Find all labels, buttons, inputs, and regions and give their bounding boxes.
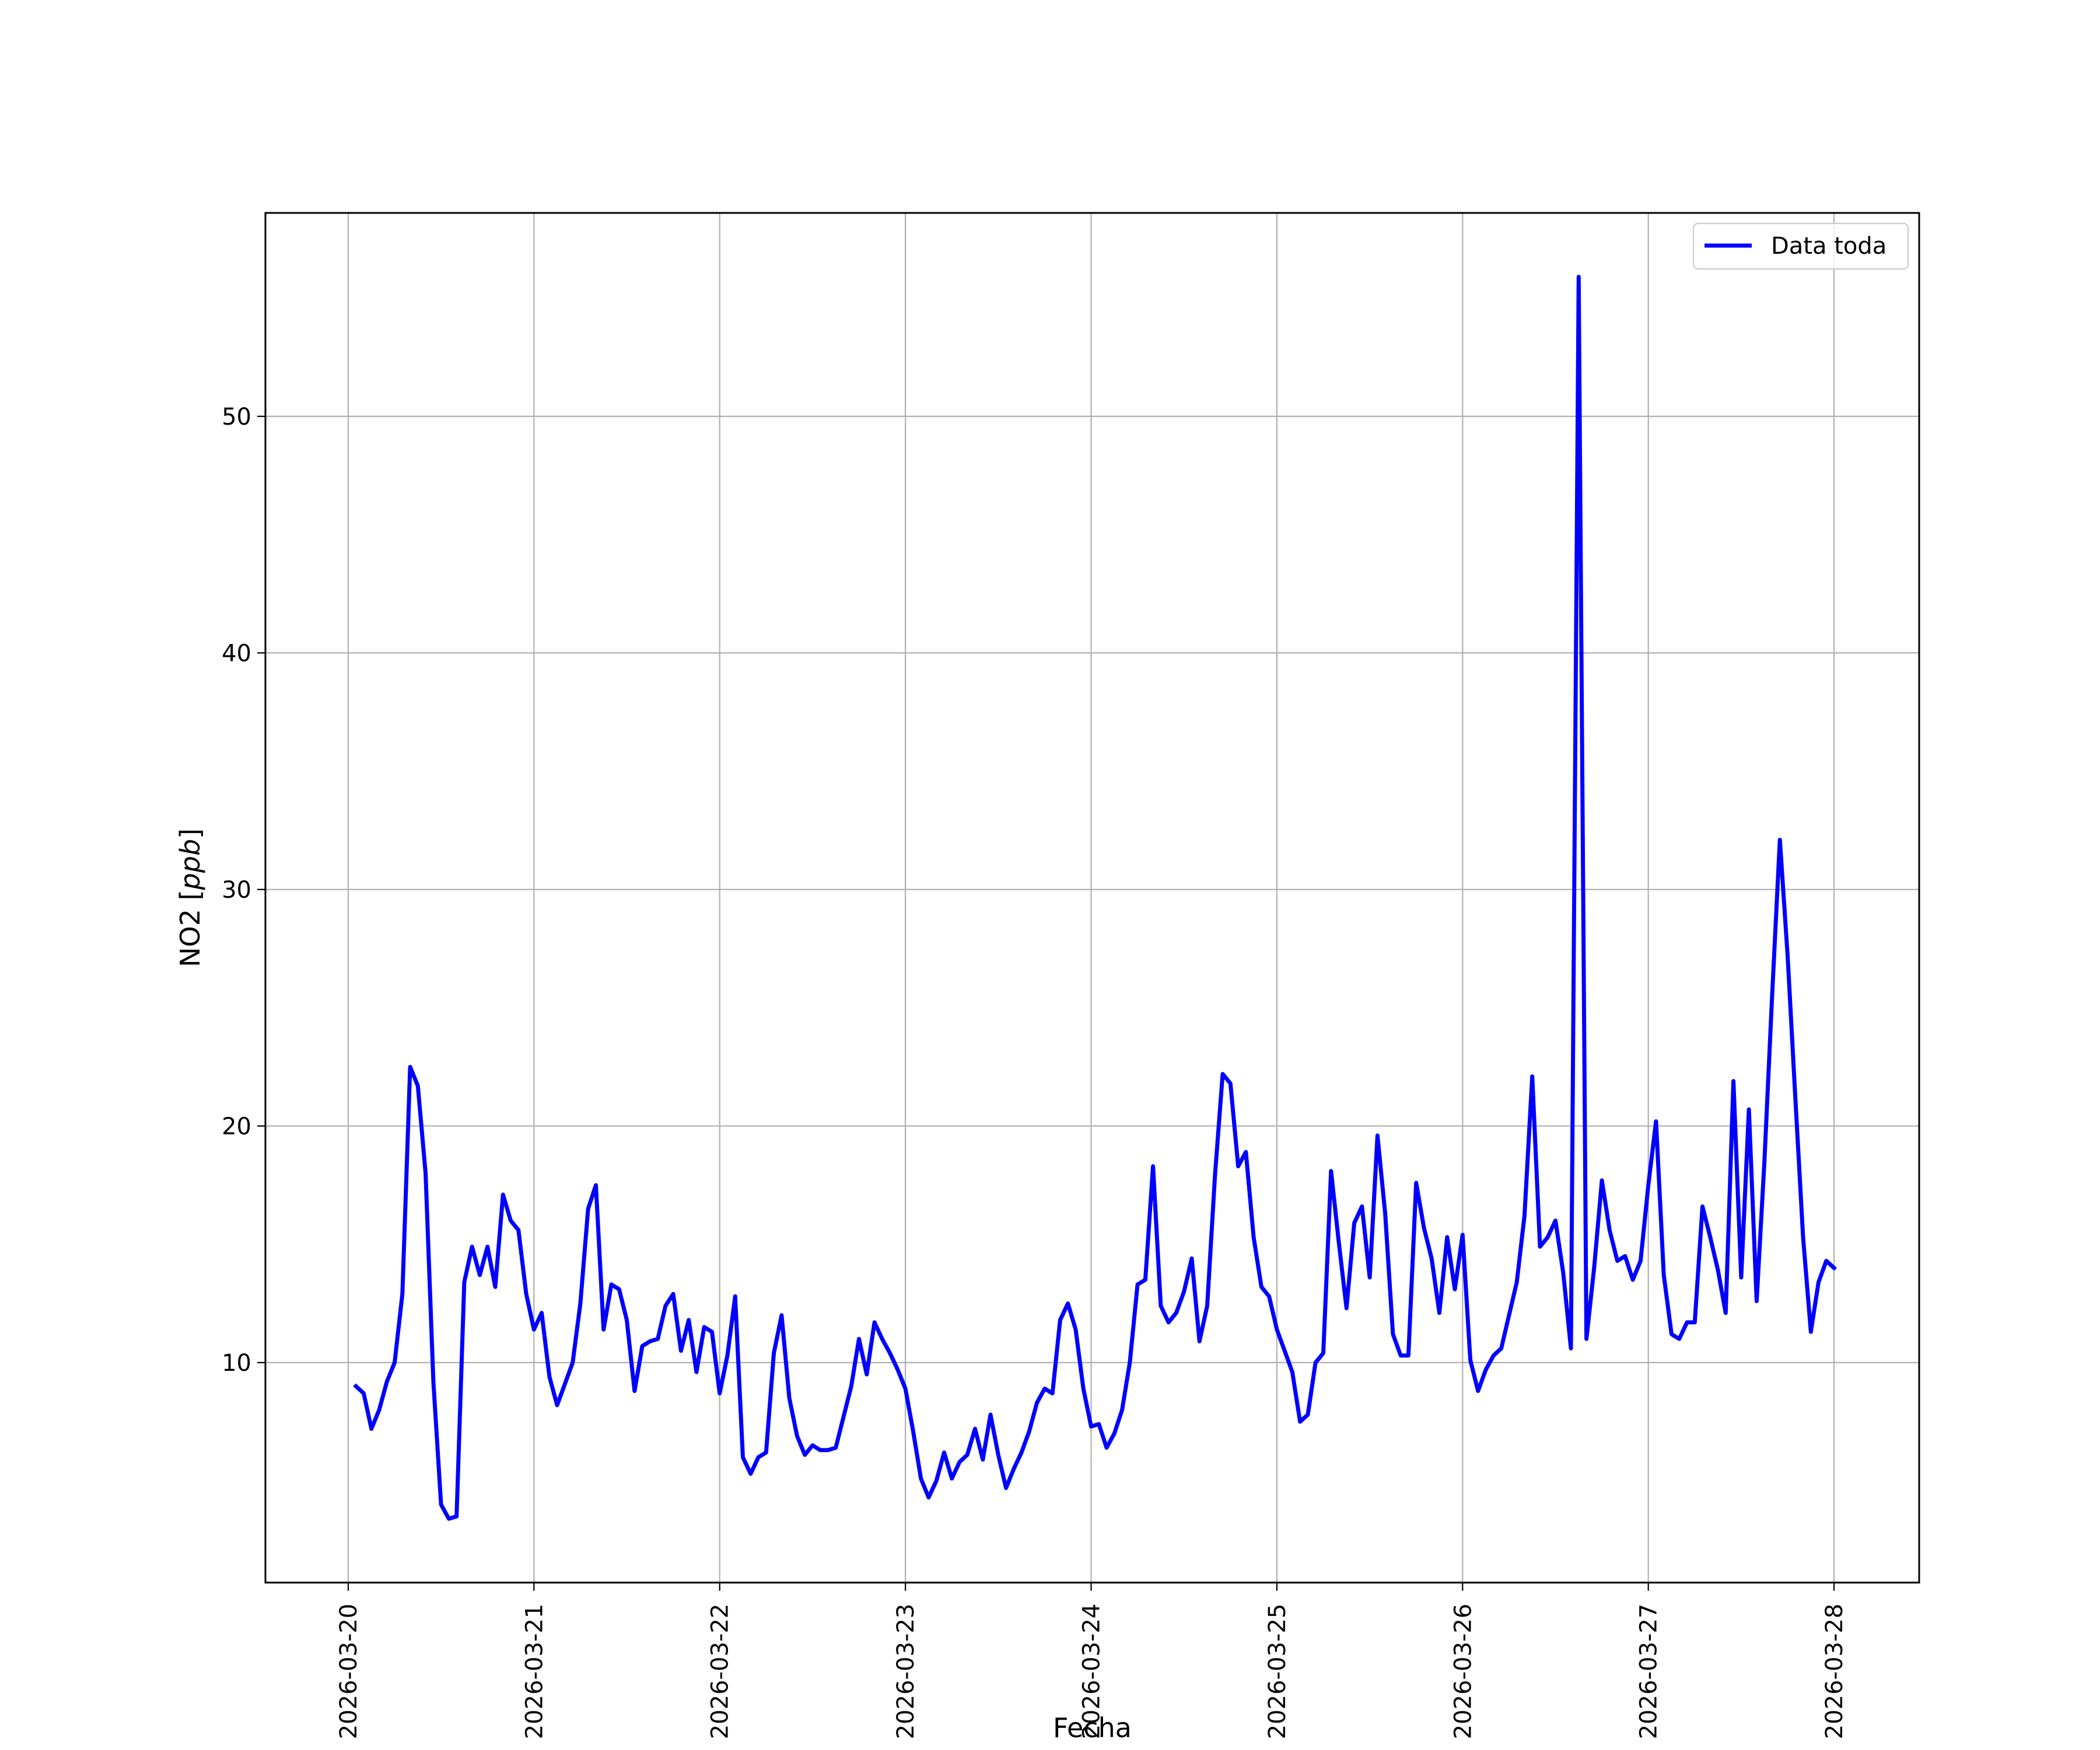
x-axis-label: Fecha [1053, 1712, 1132, 1744]
legend-label: Data toda [1771, 233, 1887, 260]
y-axis-label-prefix: NO2 [ [174, 890, 206, 967]
x-tick-label: 2026-03-27 [1636, 1604, 1662, 1739]
x-tick-label: 2026-03-21 [521, 1604, 548, 1739]
x-tick-label: 2026-03-26 [1450, 1604, 1476, 1739]
y-tick-label: 30 [222, 877, 251, 904]
y-axis-label-unit: ppb [174, 839, 206, 891]
y-tick-label: 50 [222, 404, 251, 430]
y-tick-label: 40 [222, 640, 251, 667]
x-tick-label: 2026-03-28 [1821, 1604, 1848, 1739]
x-tick-label: 2026-03-23 [892, 1604, 919, 1739]
x-tick-label: 2026-03-25 [1264, 1604, 1291, 1739]
ticks: 2026-03-20 2026-03-21 2026-03-22 2026-03-23… [222, 404, 1848, 1740]
x-tick-label: 2026-03-22 [707, 1604, 734, 1739]
x-tick-label: 2026-03-20 [335, 1604, 362, 1739]
legend-box [1692, 222, 1909, 270]
grid [265, 213, 1919, 1583]
legend: Data toda [1692, 222, 1909, 270]
series-layer [353, 275, 1838, 1521]
plot-frame [264, 212, 1920, 1584]
y-tick-label: 20 [222, 1113, 251, 1140]
y-tick-label: 10 [222, 1350, 251, 1377]
y-axis-label: NO2 [ppb] [174, 828, 206, 967]
x-tick-label: 2026-03-24 [1079, 1604, 1105, 1739]
series-line-data-toda [353, 275, 1838, 1521]
y-axis-label-suffix: ] [174, 828, 206, 839]
